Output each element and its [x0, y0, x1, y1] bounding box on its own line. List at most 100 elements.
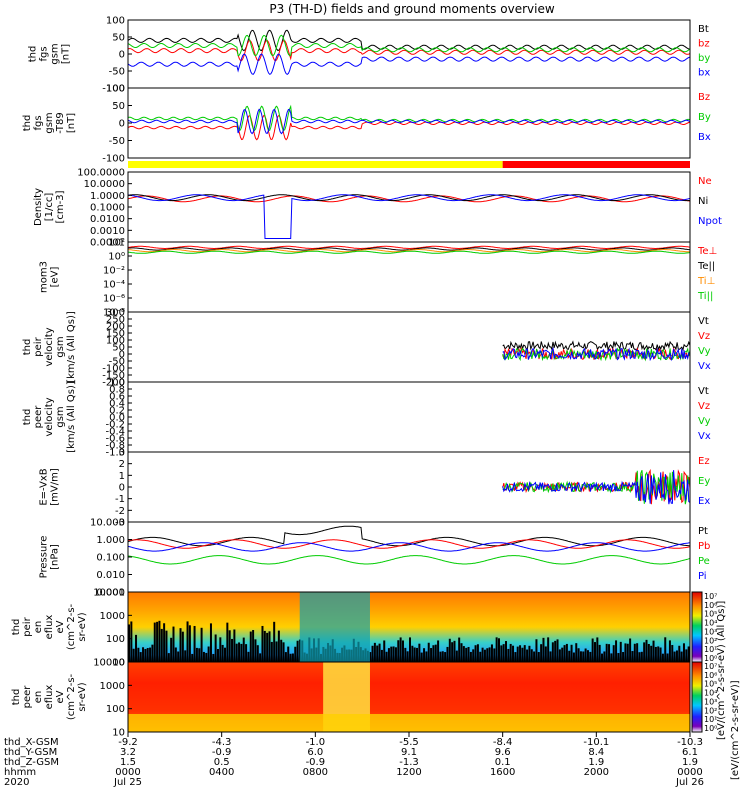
ytick-label-peir_vel: -150 — [102, 371, 125, 382]
spectrogram-noise — [617, 653, 620, 662]
spectrogram-noise — [188, 625, 191, 662]
ylabel-peir_eflux: eV — [55, 620, 66, 633]
spectrogram-noise — [526, 649, 529, 662]
spectrogram-noise — [626, 643, 629, 662]
legend-efield-Ey: Ey — [698, 476, 710, 487]
spectrogram-noise — [575, 643, 578, 662]
ylabel-peer_eflux: eV — [55, 690, 66, 703]
spectrogram-noise — [572, 652, 575, 662]
ytick-label-temp: 10² — [108, 238, 125, 249]
spectrogram-noise — [596, 637, 599, 662]
spectrogram-noise — [399, 637, 402, 662]
trace-density-Ni — [128, 194, 690, 202]
colorbar-electron — [691, 661, 703, 733]
xaxis-value: -10.1 — [583, 737, 609, 748]
ylabel-peir_vel: velocity — [44, 327, 55, 366]
ytick-label-density: 0.1000 — [90, 203, 125, 214]
spectrogram-noise — [228, 630, 231, 662]
legend-peir_vel-Vx: Vx — [698, 361, 711, 372]
ytick-label-peir_vel: -100 — [102, 364, 125, 375]
ytick-label-temp: 10⁻⁶ — [103, 294, 125, 305]
xaxis-value: -1.0 — [306, 737, 326, 748]
ylabel-fgs_dif: fgs — [33, 115, 44, 130]
ytick-label-peir_eflux: 10 — [112, 658, 125, 669]
trace-temp-Te⊥ — [128, 245, 690, 249]
legend-fgs_gsm-bz: bz — [698, 39, 710, 50]
xaxis-value: -0.9 — [306, 757, 326, 768]
spectrogram-noise — [181, 631, 184, 662]
ytick-label-peer_eflux: 1000 — [100, 681, 125, 692]
spectrogram-noise — [235, 643, 238, 662]
colorbar-tick: 10³ — [704, 627, 717, 636]
mode-bar-segment — [128, 161, 503, 168]
spectrogram-noise — [135, 634, 138, 662]
ytick-label-peer_eflux: 10000 — [93, 658, 125, 669]
ytick-label-efield: 0 — [119, 483, 125, 494]
ytick-label-pressure: 0.001 — [96, 588, 125, 599]
ylabel-peir_eflux: thd — [11, 619, 22, 636]
xaxis-value: 1.5 — [120, 757, 136, 768]
spectrogram-noise — [392, 646, 395, 662]
spectrogram-noise — [221, 644, 224, 662]
spectrogram-noise — [589, 651, 592, 662]
panel-frame-pressure — [127, 521, 691, 593]
xaxis-row-label: thd_X-GSM — [4, 737, 59, 748]
colorbar-tick: 10⁴ — [704, 689, 717, 698]
spectrogram-noise — [420, 652, 423, 662]
legend-peer_vel-Vx: Vx — [698, 431, 711, 442]
panel-traces-peir_eflux — [128, 592, 690, 662]
ylabel-fgs_gsm: gsm — [50, 43, 61, 64]
spectrogram-noise — [444, 652, 447, 662]
xaxis-row-label: thd_Y-GSM — [4, 747, 57, 758]
colorbar-tick: 10⁰ — [704, 654, 717, 663]
trace-pressure-Pi — [128, 542, 690, 552]
spectrogram-noise — [537, 652, 540, 662]
ytick-label-efield: 1 — [119, 471, 125, 482]
ylabel-pressure: [nPa] — [50, 544, 61, 570]
spectrogram-noise — [376, 645, 379, 662]
spectrogram-noise — [682, 643, 685, 662]
ylabel-peer_vel: velocity — [44, 397, 55, 436]
spectrogram-noise — [542, 637, 545, 662]
spectrogram-noise — [544, 646, 547, 662]
xaxis-value: 1.9 — [682, 757, 698, 768]
spectrogram-noise — [275, 641, 278, 662]
spectrogram-noise — [685, 649, 688, 662]
spectrogram-noise — [153, 622, 156, 662]
spectrogram-noise — [530, 649, 533, 662]
ylabel-temp: mom3 — [39, 261, 50, 293]
ylabel-fgs_dif: [nT] — [66, 113, 77, 133]
spectrogram-noise — [514, 652, 517, 662]
ytick-label-peer_vel: 0.0 — [109, 413, 125, 424]
spectrogram-noise — [287, 646, 290, 662]
colorbar-tick: 10⁶ — [704, 671, 717, 680]
spectrogram-noise — [465, 647, 468, 662]
trace-fgs_gsm-bx — [128, 53, 690, 76]
xaxis-value: 0400 — [209, 767, 234, 778]
spectrogram-noise — [385, 651, 388, 662]
spectrogram-noise — [612, 645, 615, 662]
spectrogram-noise — [629, 638, 632, 662]
spectrogram-noise — [434, 644, 437, 662]
colorbar-tick: 10⁶ — [704, 601, 717, 610]
xaxis-row-label: 2020 — [4, 777, 29, 788]
ytick-label-pressure: 0.010 — [96, 570, 125, 581]
spectrogram-noise — [603, 651, 606, 662]
spectrogram-noise — [608, 644, 611, 662]
colorbar-tick: 10⁷ — [704, 592, 717, 601]
spectrogram-noise — [160, 628, 163, 662]
spectrogram-noise — [128, 624, 130, 662]
spectrogram-noise — [661, 653, 664, 662]
xaxis-value: -4.3 — [212, 737, 232, 748]
spectrogram-noise — [270, 641, 273, 662]
trace-peir_vel-Vy — [502, 347, 690, 362]
panel-frame-density — [127, 171, 691, 243]
spectrogram-noise — [401, 640, 404, 662]
panel-traces-pressure — [128, 525, 690, 565]
colorbar-label: [eV/(cm^2-s-sr-eV)] — [730, 680, 741, 780]
spectrogram-noise — [224, 647, 227, 662]
trace-pressure-Pe — [128, 555, 690, 565]
spectrogram-noise — [207, 646, 210, 662]
spectrogram-noise — [486, 648, 489, 662]
